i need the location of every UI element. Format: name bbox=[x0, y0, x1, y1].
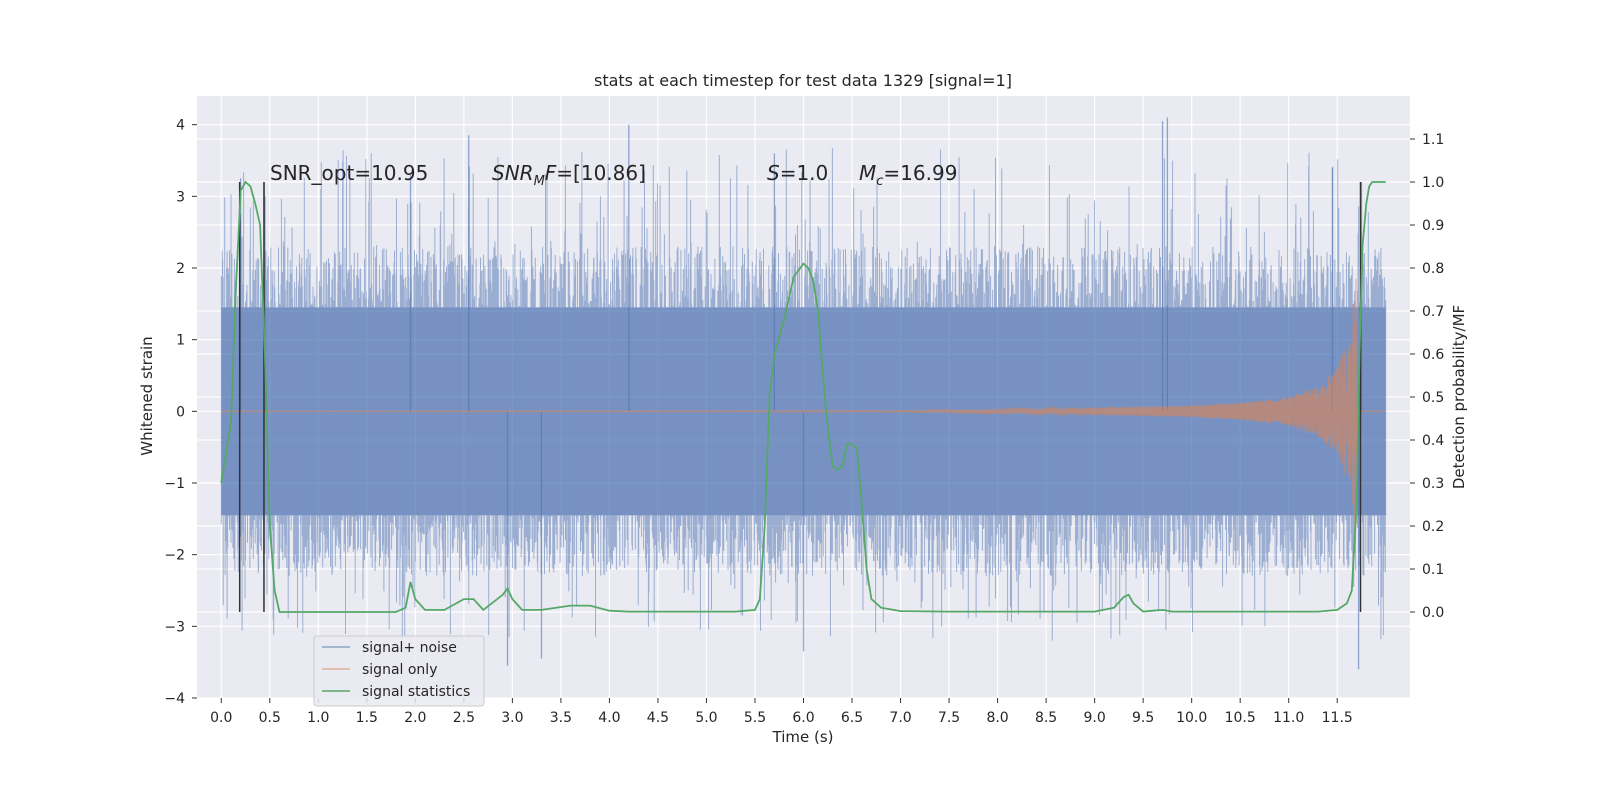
x-tick-label: 6.5 bbox=[841, 710, 863, 726]
series-signal-only bbox=[221, 278, 1386, 536]
y-right-tick-label: 0.4 bbox=[1422, 433, 1444, 449]
x-tick-label: 8.5 bbox=[1035, 710, 1057, 726]
y-tick-label: 3 bbox=[176, 189, 185, 205]
x-axis-ticks: 0.0 0.5 1.0 1.5 2.0 2.5 3.0 3.5 4.0 4.5 5.0 5.5 6.0 6… bbox=[210, 698, 1353, 726]
annotation-s: S=1.0 bbox=[767, 161, 828, 185]
y-right-tick-label: 1.0 bbox=[1422, 175, 1444, 191]
y-right-tick-label: 0.3 bbox=[1422, 476, 1444, 492]
y-right-axis-ticks: 0.0 0.1 0.2 0.3 0.4 0.5 0.6 0.7 0.8 0.9 1.0 1.1 bbox=[1410, 132, 1444, 621]
y-axis-ticks: −4 −3 −2 −1 0 1 2 3 4 bbox=[164, 118, 197, 707]
annotation-snr-opt: SNR_opt=10.95 bbox=[270, 161, 428, 185]
legend-label-signal-statistics: signal statistics bbox=[362, 684, 470, 700]
x-tick-label: 1.5 bbox=[356, 710, 378, 726]
x-tick-label: 4.5 bbox=[647, 710, 669, 726]
x-tick-label: 0.5 bbox=[259, 710, 281, 726]
y-tick-label: −2 bbox=[164, 548, 185, 564]
x-tick-label: 11.0 bbox=[1273, 710, 1304, 726]
y-axis-label: Whitened strain bbox=[138, 336, 156, 455]
y-right-tick-label: 1.1 bbox=[1422, 132, 1444, 148]
y-tick-label: 2 bbox=[176, 261, 185, 277]
x-tick-label: 10.0 bbox=[1176, 710, 1207, 726]
x-tick-label: 8.0 bbox=[986, 710, 1008, 726]
x-tick-label: 3.5 bbox=[550, 710, 572, 726]
x-tick-label: 3.0 bbox=[501, 710, 523, 726]
y-tick-label: 0 bbox=[176, 404, 185, 420]
x-tick-label: 10.5 bbox=[1225, 710, 1256, 726]
y-right-tick-label: 0.9 bbox=[1422, 218, 1444, 234]
x-tick-label: 7.5 bbox=[938, 710, 960, 726]
x-tick-label: 2.0 bbox=[404, 710, 426, 726]
x-axis-label: Time (s) bbox=[772, 728, 834, 746]
y-tick-label: 4 bbox=[176, 118, 185, 134]
x-tick-label: 4.0 bbox=[598, 710, 620, 726]
x-tick-label: 9.5 bbox=[1132, 710, 1154, 726]
x-tick-label: 2.5 bbox=[453, 710, 475, 726]
legend-label-signal-noise: signal+ noise bbox=[362, 640, 457, 656]
y-tick-label: −1 bbox=[164, 476, 185, 492]
annotation-snr-mf: SNRMF=[10.86] bbox=[492, 161, 646, 189]
y-right-tick-label: 0.0 bbox=[1422, 605, 1444, 621]
y-right-tick-label: 0.5 bbox=[1422, 390, 1444, 406]
legend-box bbox=[313, 635, 485, 707]
y-right-tick-label: 0.1 bbox=[1422, 562, 1444, 578]
legend: signal+ noise signal only signal statist… bbox=[313, 635, 485, 707]
x-tick-label: 0.0 bbox=[210, 710, 232, 726]
y-right-tick-label: 0.6 bbox=[1422, 347, 1444, 363]
y-right-tick-label: 0.7 bbox=[1422, 304, 1444, 320]
y-right-tick-label: 0.8 bbox=[1422, 261, 1444, 277]
vertical-markers bbox=[238, 182, 1362, 612]
y-tick-label: −3 bbox=[164, 619, 185, 635]
annotation-mc: Mc=16.99 bbox=[859, 161, 957, 189]
chart-title: stats at each timestep for test data 132… bbox=[594, 71, 1012, 90]
y-right-axis-label: Detection probability/MF bbox=[1450, 305, 1468, 489]
legend-label-signal-only: signal only bbox=[362, 662, 437, 678]
x-tick-label: 5.5 bbox=[744, 710, 766, 726]
x-tick-label: 1.0 bbox=[307, 710, 329, 726]
series-signal-statistics bbox=[220, 180, 1386, 613]
x-tick-label: 9.0 bbox=[1083, 710, 1105, 726]
x-tick-label: 7.0 bbox=[889, 710, 911, 726]
y-right-tick-label: 0.2 bbox=[1422, 519, 1444, 535]
x-tick-label: 11.5 bbox=[1322, 710, 1353, 726]
y-tick-label: −4 bbox=[164, 691, 185, 707]
y-tick-label: 1 bbox=[176, 333, 185, 349]
x-tick-label: 5.0 bbox=[695, 710, 717, 726]
x-tick-label: 6.0 bbox=[792, 710, 814, 726]
